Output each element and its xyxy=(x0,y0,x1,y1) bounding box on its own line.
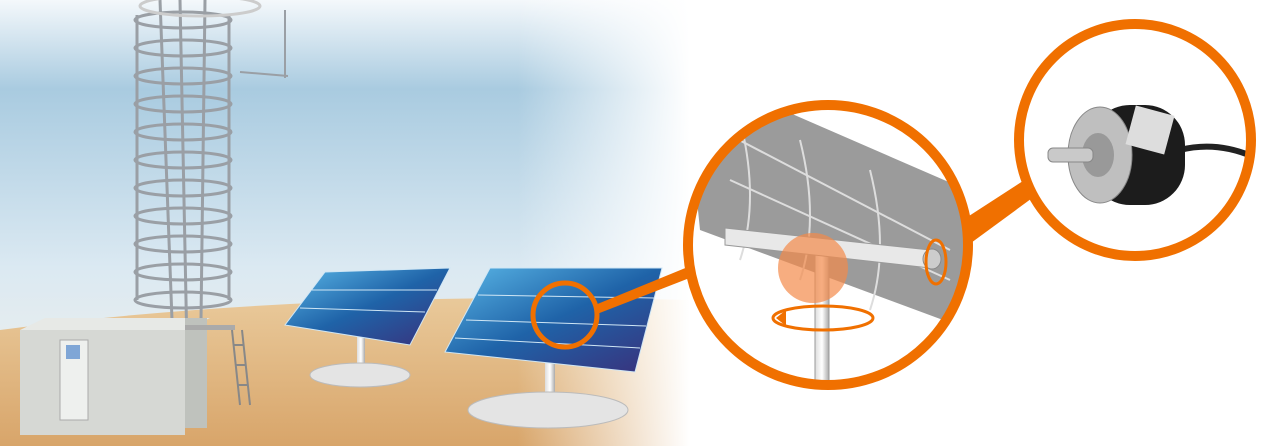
encoder-detail xyxy=(1014,19,1256,261)
building xyxy=(20,318,251,435)
scene xyxy=(0,0,690,446)
zoom-detail xyxy=(683,100,973,390)
solar-panel-large xyxy=(444,267,663,429)
solar-panel-small xyxy=(284,267,451,388)
tower xyxy=(133,0,289,401)
